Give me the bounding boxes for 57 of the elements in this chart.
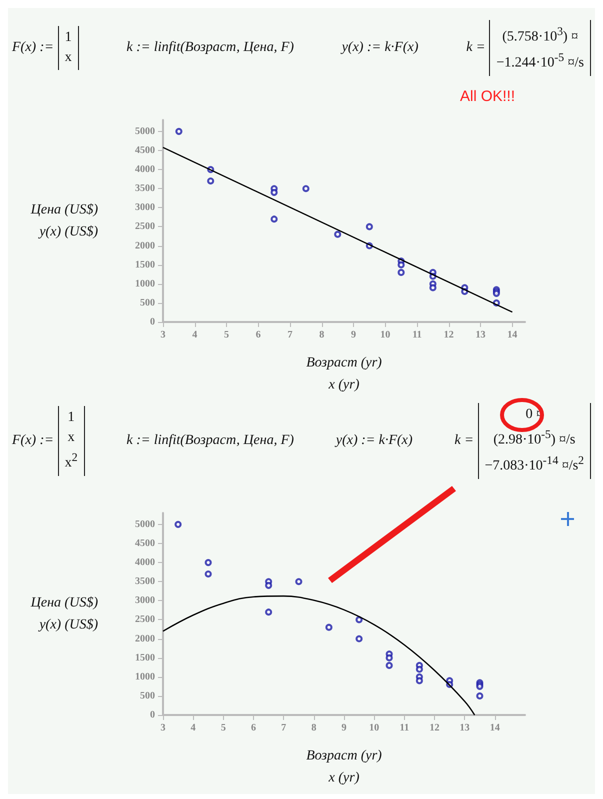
x-axis-title: Возраст (yr) x (yr) — [306, 748, 382, 786]
text: y(x) := k·F(x) — [336, 433, 413, 449]
x-tick-label: 7 — [281, 722, 286, 734]
y-tick-label: 1500 — [135, 652, 155, 664]
x-tick-label: 4 — [190, 722, 196, 734]
y-tick-label: 2000 — [135, 633, 155, 644]
y-tick-label: 1500 — [135, 259, 155, 270]
x-tick-label: 5 — [224, 330, 230, 340]
y-tick-label: 4000 — [135, 164, 155, 176]
text: k := linfit(Возраст, Цена, F) — [126, 433, 294, 449]
y-tick-label: 2500 — [135, 221, 155, 232]
text: k := linfit(Возраст, Цена, F) — [126, 40, 294, 56]
y-tick-label: 500 — [140, 297, 155, 308]
x-tick-label: 3 — [160, 330, 166, 340]
y-tick-label: 5000 — [135, 126, 155, 137]
y-tick-label: 0 — [150, 316, 155, 328]
x-tick-label: 12 — [430, 722, 440, 734]
y-tick-label: 3500 — [135, 576, 155, 588]
y-axis-title: Цена (US$) y(x) (US$) — [30, 596, 98, 632]
x-tick-label: 14 — [507, 330, 518, 340]
x-tick-label: 7 — [288, 330, 293, 340]
y-tick-label: 5000 — [135, 518, 155, 530]
x-tick-label: 5 — [220, 722, 226, 734]
x-tick-label: 13 — [460, 722, 470, 734]
y-tick-label: 3500 — [135, 183, 155, 194]
x-tick-label: 4 — [192, 330, 198, 340]
x-tick-label: 9 — [351, 330, 356, 340]
y-axis-title: Цена (US$) y(x) (US$) — [30, 202, 98, 240]
x-tick-label: 3 — [160, 722, 166, 734]
x-tick-label: 9 — [342, 722, 346, 734]
x-tick-label: 8 — [311, 722, 316, 734]
text: y(x) := k·F(x) — [342, 40, 418, 56]
x-tick-label: 10 — [369, 722, 380, 734]
x-tick-label: 11 — [400, 722, 410, 734]
x-tick-label: 6 — [256, 330, 261, 340]
x-tick-label: 11 — [412, 330, 422, 340]
y-tick-label: 1000 — [135, 671, 155, 682]
y-tick-label: 3000 — [135, 595, 155, 606]
y-tick-label: 500 — [140, 690, 155, 702]
y-tick-label: 2000 — [135, 240, 155, 252]
text: k = (5.758·10$^{3}$) ¤ −1.244·10$^{-5}$ ¤/s — [466, 25, 584, 71]
y-tick-label: 0 — [150, 710, 155, 720]
x-axis-title: Возраст (yr) x (yr) — [306, 356, 382, 392]
y-tick-label: 1000 — [135, 278, 155, 290]
y-tick-label: 4000 — [135, 557, 155, 568]
y-tick-label: 4500 — [135, 144, 155, 156]
x-tick-label: 8 — [319, 330, 324, 340]
y-tick-label: 2500 — [135, 614, 155, 626]
y-tick-label: 3000 — [135, 202, 155, 214]
x-tick-label: 6 — [251, 722, 256, 734]
text: All OK!!! — [460, 88, 515, 105]
y-tick-label: 4500 — [135, 538, 155, 549]
x-tick-label: 13 — [476, 330, 486, 340]
x-tick-label: 14 — [490, 722, 500, 734]
text: F(x) := 1 x x$^{2}$ — [12, 409, 78, 473]
x-tick-label: 10 — [380, 330, 390, 340]
x-tick-label: 12 — [444, 330, 454, 340]
